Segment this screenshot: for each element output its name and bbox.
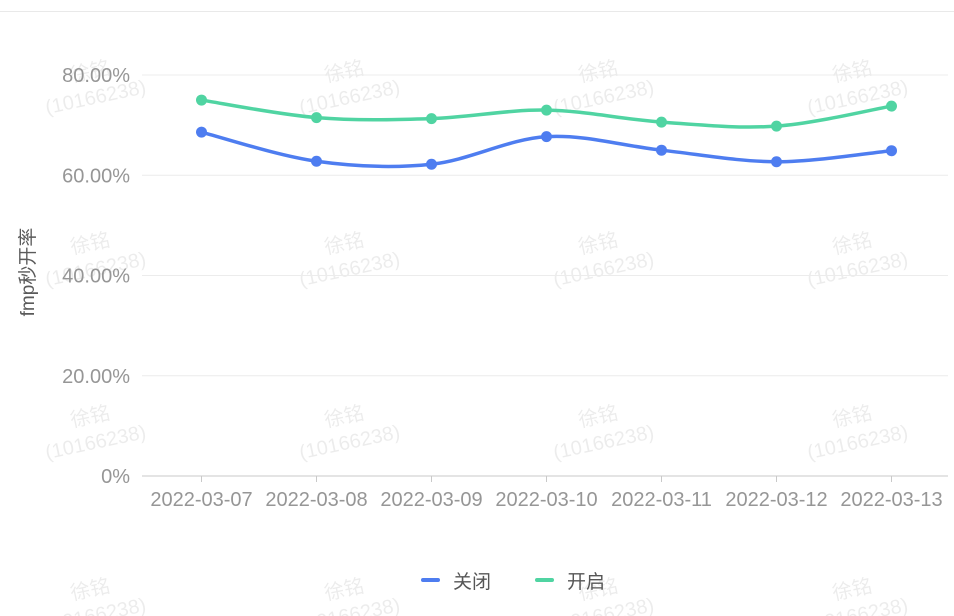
x-axis-label: 2022-03-10 [495, 489, 597, 511]
data-point-关闭[interactable] [426, 158, 437, 170]
data-point-关闭[interactable] [656, 144, 667, 156]
x-axis-label: 2022-03-08 [265, 489, 367, 511]
legend-marker-icon [420, 578, 440, 582]
y-axis-label: 80.00% [62, 65, 130, 87]
chart-legend: 关闭 开启 [72, 566, 954, 594]
data-point-关闭[interactable] [771, 156, 782, 168]
data-point-开启[interactable] [196, 94, 207, 106]
top-divider [0, 11, 954, 12]
data-point-关闭[interactable] [311, 155, 322, 167]
y-axis-title: fmp秒开率 [17, 228, 39, 317]
grid-lines [142, 74, 948, 377]
y-axis-label: 40.00% [62, 266, 130, 288]
series [196, 94, 897, 170]
x-axis-label: 2022-03-13 [840, 489, 942, 511]
data-point-开启[interactable] [886, 100, 897, 112]
legend-label: 关闭 [452, 571, 491, 593]
axes [142, 475, 948, 482]
data-point-关闭[interactable] [196, 126, 207, 138]
legend-item-开启[interactable]: 开启 [535, 567, 605, 594]
data-point-开启[interactable] [771, 120, 782, 132]
axis-labels: 0% 20.00% 40.00% 60.00% 80.00% 2022-03-07 2022… [62, 65, 943, 511]
data-point-开启[interactable] [426, 113, 437, 125]
legend-marker-icon [535, 578, 554, 582]
y-axis-label: 0% [101, 466, 130, 488]
data-point-开启[interactable] [541, 104, 552, 116]
x-axis-label: 2022-03-12 [725, 489, 827, 511]
x-axis-label: 2022-03-09 [380, 489, 482, 511]
data-point-关闭[interactable] [541, 131, 552, 143]
x-axis-label: 2022-03-07 [150, 489, 252, 511]
y-axis-label: 20.00% [62, 366, 130, 388]
x-axis-label: 2022-03-11 [611, 489, 712, 511]
legend-item-关闭[interactable]: 关闭 [420, 567, 491, 594]
data-point-开启[interactable] [656, 116, 667, 128]
data-point-关闭[interactable] [886, 145, 897, 157]
legend-label: 开启 [567, 571, 606, 593]
y-axis-label: 60.00% [62, 165, 130, 187]
data-point-开启[interactable] [311, 112, 322, 124]
